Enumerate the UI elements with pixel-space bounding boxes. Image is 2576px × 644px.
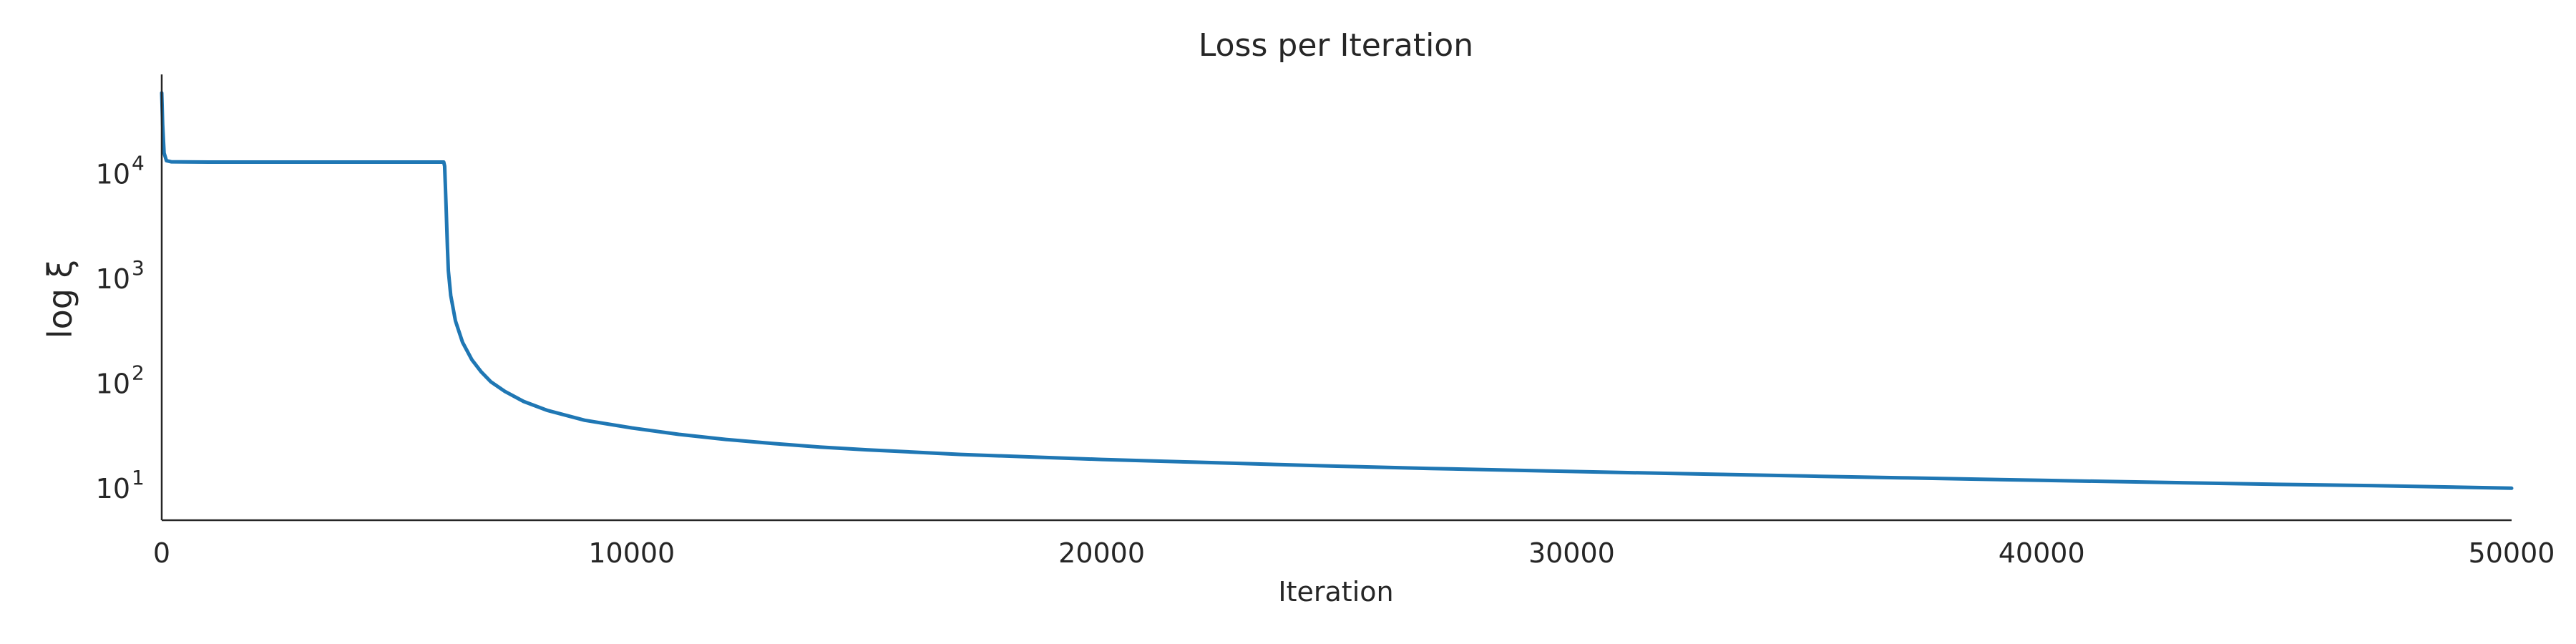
series-layer (160, 91, 2514, 490)
y-tick-label: 10 4 (96, 152, 145, 190)
x-axis-ticks: 0 10000 20000 30000 40000 50000 (153, 537, 2555, 569)
y-tick-base: 10 (96, 473, 130, 504)
loss-series-line (160, 91, 2514, 490)
x-tick-label: 50000 (2469, 537, 2555, 569)
y-tick-base: 10 (96, 159, 130, 190)
y-tick-base: 10 (96, 369, 130, 400)
y-tick-base: 10 (96, 263, 130, 295)
y-tick-exponent: 4 (132, 152, 145, 175)
x-tick-label: 40000 (1999, 537, 2085, 569)
x-tick-label: 30000 (1528, 537, 1615, 569)
y-tick-exponent: 3 (132, 256, 145, 280)
x-axis-label: Iteration (1278, 576, 1393, 608)
y-tick-label: 10 2 (96, 361, 145, 400)
y-tick-exponent: 1 (132, 466, 145, 489)
y-tick-exponent: 2 (132, 361, 145, 385)
x-tick-label: 0 (153, 537, 170, 569)
y-tick-label: 10 1 (96, 466, 145, 504)
x-tick-label: 10000 (588, 537, 675, 569)
chart-title: Loss per Iteration (1199, 27, 1473, 64)
x-tick-label: 20000 (1058, 537, 1145, 569)
y-axis-label: log ξ (41, 260, 79, 338)
y-tick-label: 10 3 (96, 256, 145, 295)
